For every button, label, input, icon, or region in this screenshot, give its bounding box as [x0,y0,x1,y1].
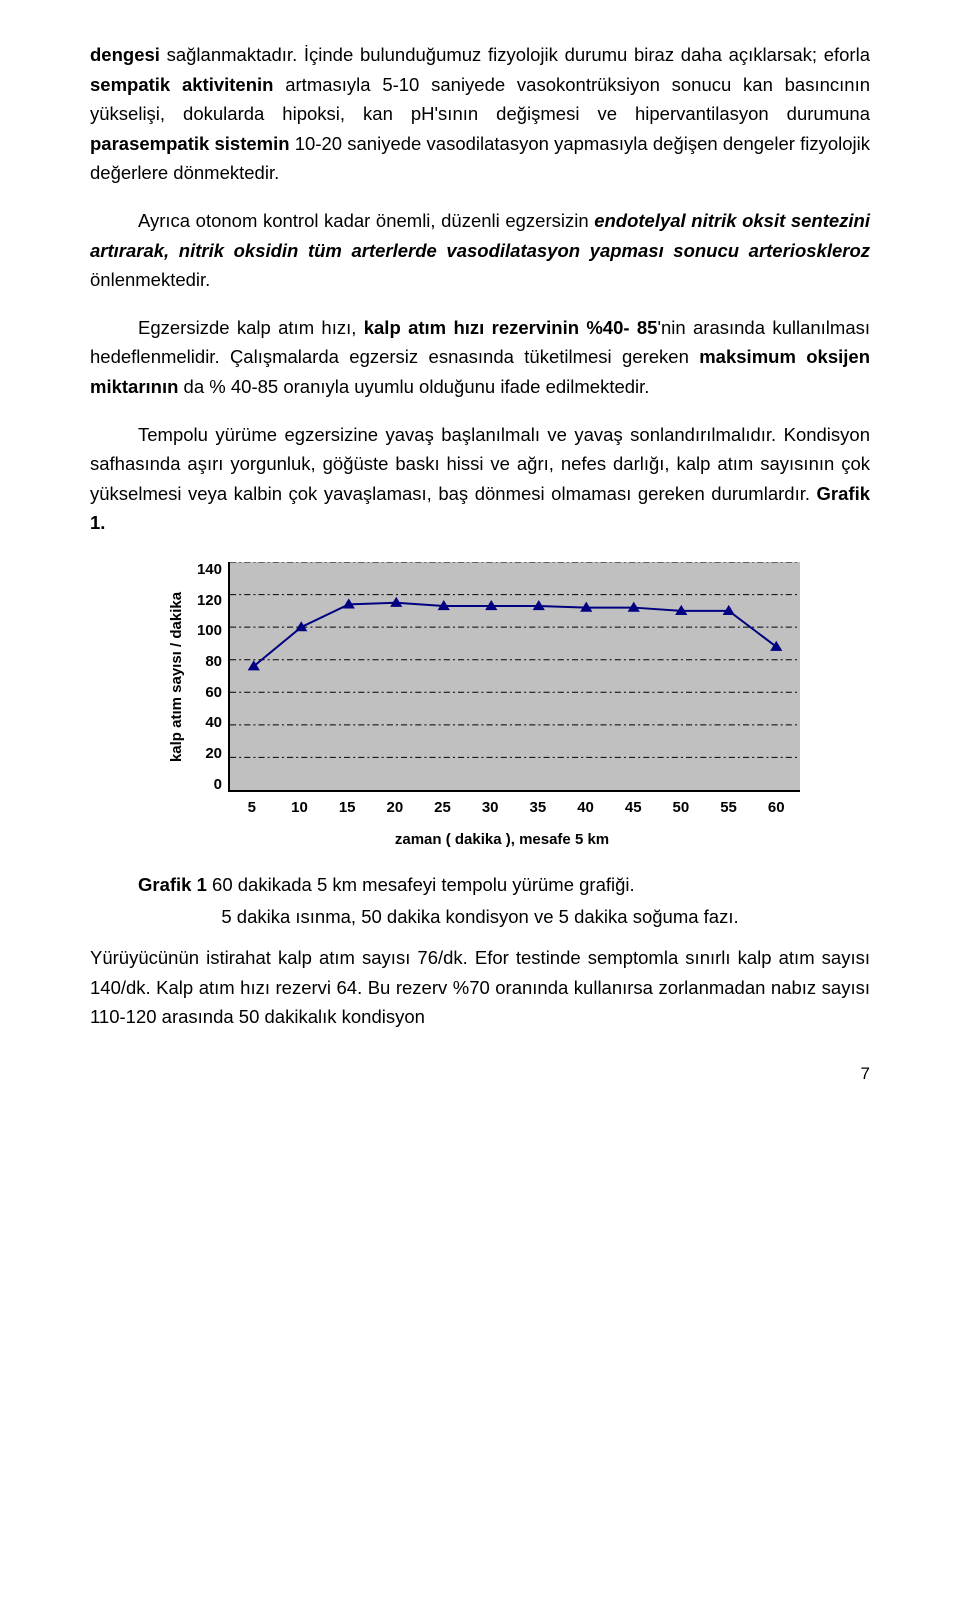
chart-y-tick: 60 [184,685,222,700]
chart-x-tick: 55 [705,796,753,820]
chart-x-tick: 60 [752,796,800,820]
chart-x-tick: 5 [228,796,276,820]
paragraph-3: Egzersizde kalp atım hızı, kalp atım hız… [90,313,870,402]
chart-x-tick: 10 [276,796,324,820]
chart-x-tick: 20 [371,796,419,820]
paragraph-4: Tempolu yürüme egzersizine yavaş başlanı… [90,420,870,538]
paragraph-1: dengesi sağlanmaktadır. İçinde bulunduğu… [90,40,870,188]
chart-x-tick: 50 [657,796,705,820]
chart-x-axis-label: zaman ( dakika ), mesafe 5 km [204,828,800,852]
chart-caption-2: 5 dakika ısınma, 50 dakika kondisyon ve … [90,902,870,932]
chart-x-tick: 45 [609,796,657,820]
chart-y-ticks: 140 120 100 80 60 40 20 0 [184,562,228,792]
chart-y-tick: 140 [184,562,222,577]
chart-x-tick: 35 [514,796,562,820]
page-number: 7 [90,1060,870,1087]
paragraph-5: Yürüyücünün istirahat kalp atım sayısı 7… [90,943,870,1032]
paragraph-2: Ayrıca otonom kontrol kadar önemli, düze… [90,206,870,295]
chart-y-axis-label: kalp atım sayısı / dakika [165,592,189,762]
chart-x-tick: 30 [466,796,514,820]
chart-caption-1: Grafik 1 60 dakikada 5 km mesafeyi tempo… [90,870,870,900]
chart-container: kalp atım sayısı / dakika 14012010080604… [160,562,800,852]
chart-y-tick: 20 [184,746,222,761]
chart-x-tick: 40 [562,796,610,820]
chart-y-tick: 120 [184,593,222,608]
chart-y-tick: 80 [184,654,222,669]
chart-x-tick: 25 [419,796,467,820]
chart-y-tick: 0 [184,777,222,792]
chart-svg [230,562,800,790]
chart-y-tick: 40 [184,715,222,730]
chart-x-ticks: 51015202530354045505560 [228,796,800,820]
chart-y-tick: 100 [184,623,222,638]
chart-x-tick: 15 [323,796,371,820]
chart-plot-area [228,562,800,792]
